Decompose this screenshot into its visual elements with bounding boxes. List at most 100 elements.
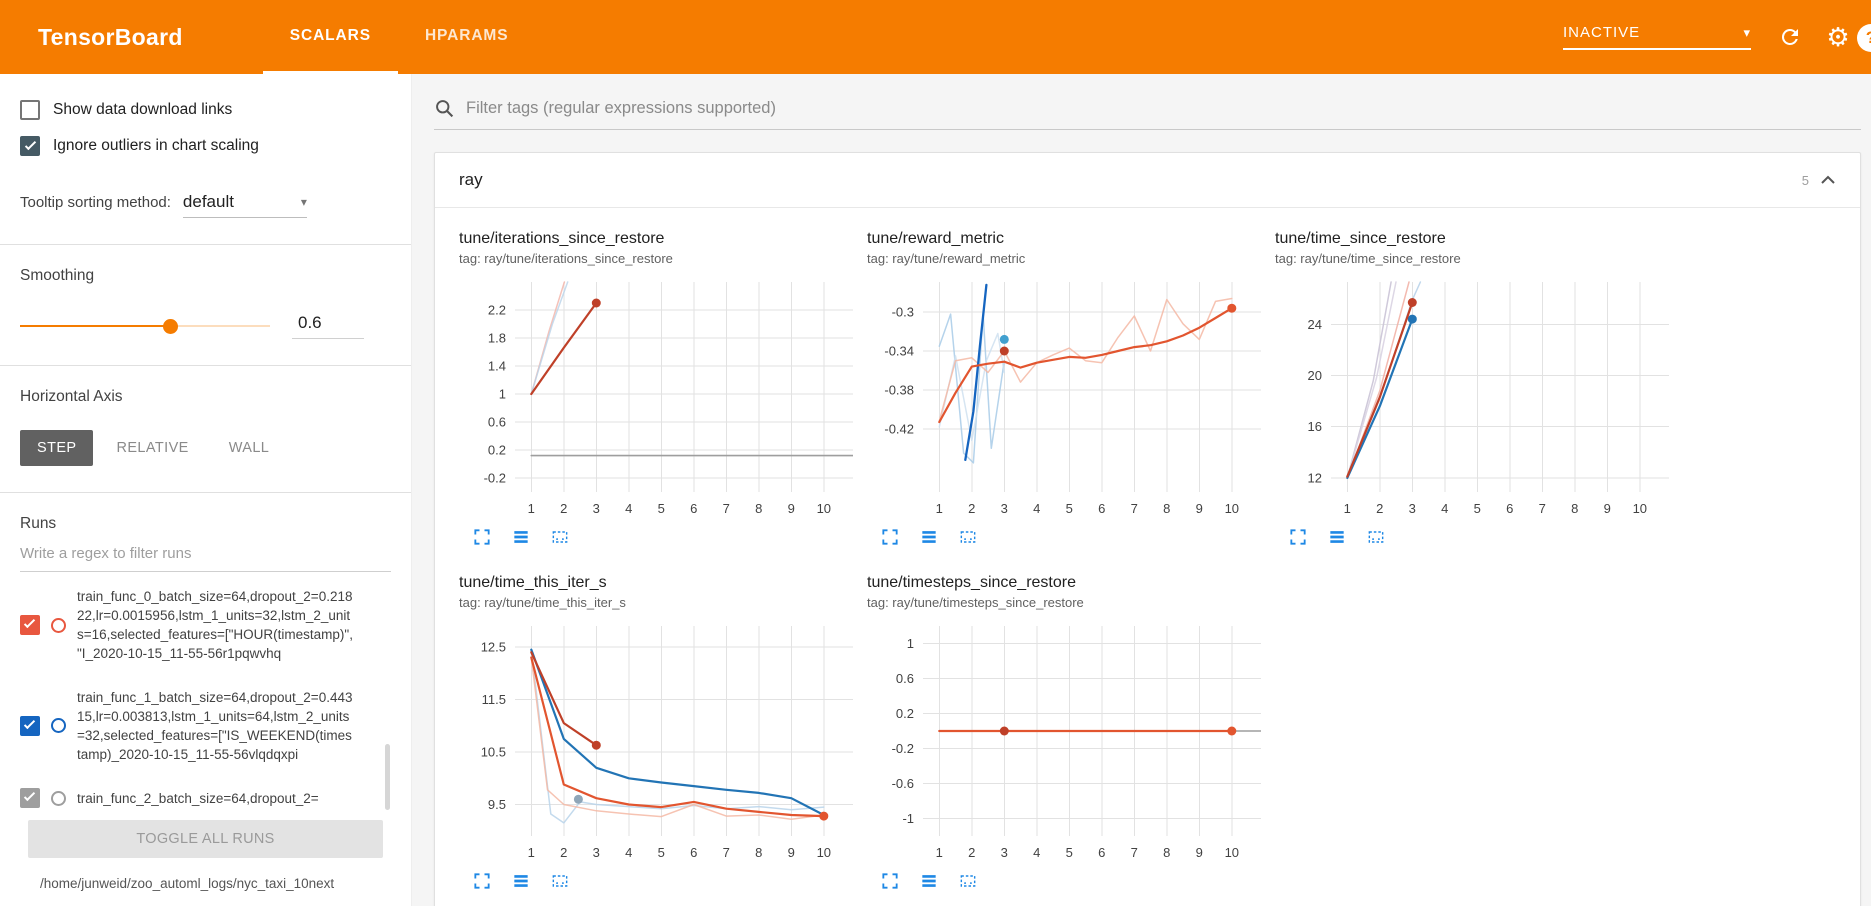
search-icon [436,100,454,118]
svg-text:7: 7 [723,501,730,516]
svg-text:2.2: 2.2 [488,303,506,318]
fit-domain-icon[interactable] [1365,526,1387,548]
run-color-swatch-icon [51,790,66,806]
svg-text:2: 2 [968,501,975,516]
svg-text:9: 9 [1196,501,1203,516]
svg-text:1: 1 [528,845,535,860]
svg-text:5: 5 [658,845,665,860]
show-download-links-checkbox-row[interactable]: Show data download links [20,100,391,120]
chart-plot[interactable]: -0.2 0.2 0.6 1 1.4 1.8 2.2 1 2 3 4 5 6 7 8 9 10 [459,274,859,524]
chart-data-icon[interactable] [510,870,532,892]
run-list[interactable]: train_func_0_batch_size=64,dropout_2=0.2… [20,574,391,816]
svg-text:10.5: 10.5 [481,745,506,760]
chart-data-icon[interactable] [918,870,940,892]
fit-domain-icon[interactable] [957,870,979,892]
run-checkbox-icon[interactable] [20,615,40,636]
refresh-icon[interactable] [1775,22,1805,52]
chart-tag: tag: ray/tune/reward_metric [867,251,1026,266]
smoothing-value-input[interactable]: 0.6 [292,313,364,339]
run-checkbox-icon[interactable] [20,788,40,809]
svg-text:4: 4 [625,845,632,860]
svg-text:-0.2: -0.2 [892,741,914,756]
expand-chart-icon[interactable] [879,526,901,548]
tab-scalars[interactable]: SCALARS [262,0,398,74]
toggle-all-runs-button[interactable]: TOGGLE ALL RUNS [28,820,383,859]
svg-text:8: 8 [1163,501,1170,516]
svg-text:12.5: 12.5 [481,640,506,655]
run-item[interactable]: train_func_2_batch_size=64,dropout_2= [20,775,391,816]
smoothing-slider[interactable] [20,318,270,334]
ignore-outliers-checkbox-row[interactable]: Ignore outliers in chart scaling [20,136,391,156]
axis-wall-button[interactable]: WALL [212,430,287,466]
run-name: train_func_1_batch_size=64,dropout_2=0.4… [77,689,353,763]
chart-plot[interactable]: -0.42 -0.38 -0.34 -0.3 1 2 3 4 5 6 7 8 9 10 [867,274,1267,524]
chart-data-icon[interactable] [510,526,532,548]
run-list-scrollbar[interactable] [385,744,390,811]
svg-text:0.2: 0.2 [896,706,914,721]
svg-text:3: 3 [1001,845,1008,860]
tooltip-sorting-dropdown[interactable]: default ▾ [182,192,307,218]
svg-text:7: 7 [1539,501,1546,516]
svg-text:9.5: 9.5 [488,797,506,812]
tooltip-sorting-row: Tooltip sorting method: default ▾ [20,192,391,218]
expand-chart-icon[interactable] [1287,526,1309,548]
help-icon[interactable]: ? [1857,24,1871,52]
svg-text:1: 1 [499,387,506,402]
chart-plot[interactable]: 9.5 10.5 11.5 12.5 1 2 3 4 5 6 7 8 9 10 [459,618,859,868]
svg-text:3: 3 [1409,501,1416,516]
svg-text:9: 9 [1196,845,1203,860]
chart-card: tune/time_since_restore tag: ray/tune/tim… [1275,230,1675,548]
chart-data-icon[interactable] [918,526,940,548]
checkbox-icon[interactable] [20,136,40,156]
svg-text:-0.2: -0.2 [484,471,506,486]
fit-domain-icon[interactable] [549,870,571,892]
chart-footer [1275,526,1675,548]
fit-domain-icon[interactable] [957,526,979,548]
smoothing-label: Smoothing [20,267,95,284]
chart-title: tune/timesteps_since_restore [867,574,1076,591]
svg-text:5: 5 [658,501,665,516]
chart-plot[interactable]: -1 -0.6 -0.2 0.2 0.6 1 1 2 3 4 5 6 7 8 9 10 [867,618,1267,868]
settings-gear-icon[interactable]: ⚙ [1826,22,1850,52]
axis-step-button[interactable]: STEP [20,430,94,466]
run-item[interactable]: train_func_0_batch_size=64,dropout_2=0.2… [20,574,391,675]
checkbox-icon[interactable] [20,100,40,120]
svg-text:8: 8 [755,845,762,860]
status-dropdown[interactable]: INACTIVE ▾ [1563,24,1751,50]
svg-text:1: 1 [907,636,914,651]
fit-domain-icon[interactable] [549,526,571,548]
expand-chart-icon[interactable] [879,870,901,892]
chevron-down-icon: ▾ [300,195,307,209]
chart-title: tune/iterations_since_restore [459,230,665,247]
tooltip-sorting-value: default [182,192,234,211]
collapse-chevron-icon[interactable] [1820,175,1836,185]
svg-text:-0.34: -0.34 [884,344,914,359]
tag-filter-input[interactable] [466,99,1861,118]
run-checkbox-icon[interactable] [20,715,40,736]
axis-relative-button[interactable]: RELATIVE [99,430,205,466]
svg-text:6: 6 [1098,845,1105,860]
svg-text:10: 10 [817,501,831,516]
chart-tag: tag: ray/tune/timesteps_since_restore [867,595,1084,610]
tag-group-header[interactable]: ray 5 [435,153,1860,208]
divider [0,365,411,366]
svg-text:6: 6 [1098,501,1105,516]
svg-text:-0.38: -0.38 [884,382,914,397]
run-item[interactable]: train_func_1_batch_size=64,dropout_2=0.4… [20,675,391,776]
svg-text:4: 4 [1033,845,1040,860]
expand-chart-icon[interactable] [471,526,493,548]
runs-filter-input[interactable] [20,533,391,572]
tab-hparams[interactable]: HPARAMS [424,26,509,44]
svg-text:6: 6 [1506,501,1513,516]
chart-card: tune/timesteps_since_restore tag: ray/tun… [867,574,1267,892]
expand-chart-icon[interactable] [471,870,493,892]
svg-text:6: 6 [690,845,697,860]
slider-thumb-handle[interactable] [163,318,178,334]
app-title: TensorBoard [38,23,183,50]
chart-data-icon[interactable] [1326,526,1348,548]
svg-text:9: 9 [1604,501,1611,516]
svg-text:1: 1 [1344,501,1351,516]
run-color-swatch-icon [51,718,66,734]
